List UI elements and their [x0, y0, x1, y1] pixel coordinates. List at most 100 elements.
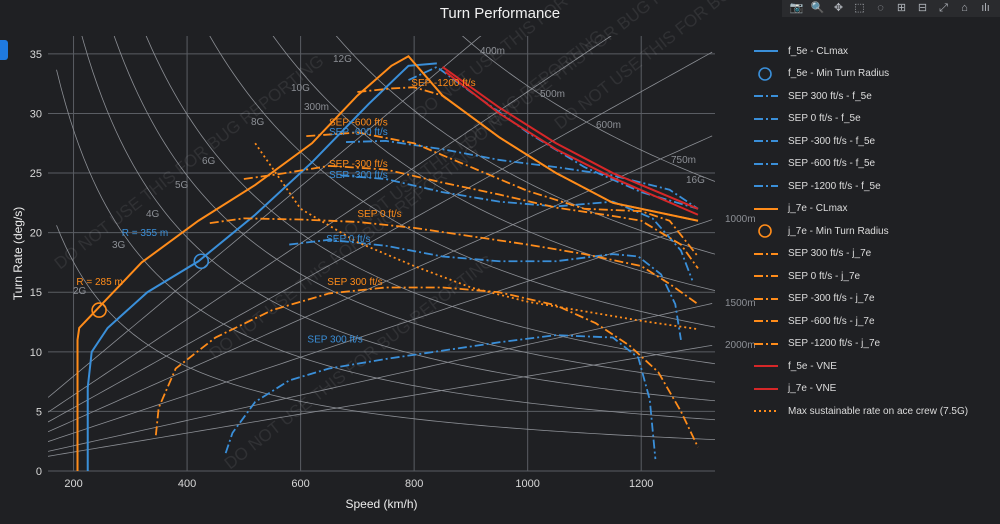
lasso-icon[interactable]: ◌: [877, 2, 884, 14]
plotly-logo-icon[interactable]: ılı: [981, 2, 990, 14]
x-tick-label: 200: [64, 478, 82, 490]
g-curve-label: 10G: [291, 83, 310, 94]
legend-label: SEP -1200 ft/s - f_5e: [788, 180, 881, 192]
radius-line: [48, 344, 713, 457]
series-line: [444, 70, 699, 216]
g-curve-label: 4G: [146, 209, 160, 220]
legend-swatch: [754, 117, 778, 120]
home-icon[interactable]: ⌂: [961, 2, 968, 14]
legend-swatch: [758, 224, 772, 239]
series-annotation: R = 285 m: [76, 277, 122, 288]
series-annotation: SEP 300 ft/s: [307, 334, 362, 345]
series: [76, 54, 699, 471]
autoscale-icon[interactable]: ⤢: [939, 2, 948, 14]
legend-label: SEP 0 ft/s - f_5e: [788, 113, 861, 125]
x-tick-label: 600: [291, 478, 309, 490]
radius-line: [48, 51, 713, 423]
series-annotation: SEP -300 ft/s: [329, 159, 388, 170]
legend-item[interactable]: SEP -600 ft/s - j_7e: [752, 310, 997, 333]
g-load-curve: [81, 36, 715, 402]
legend-swatch: [754, 140, 778, 143]
camera-icon[interactable]: 📷: [789, 2, 804, 14]
y-tick-label: 15: [30, 287, 42, 299]
legend-item[interactable]: SEP 0 ft/s - f_5e: [752, 108, 997, 131]
legend-item[interactable]: SEP 0 ft/s - j_7e: [752, 265, 997, 288]
radius-line: [48, 135, 713, 433]
min-turn-radius-marker: [193, 253, 210, 270]
x-tick-label: 400: [178, 478, 196, 490]
radius-line-label: 300m: [304, 102, 329, 113]
legend-swatch: [754, 50, 778, 53]
radius-line-label: 600m: [596, 120, 621, 131]
legend-item[interactable]: SEP -600 ft/s - f_5e: [752, 153, 997, 176]
legend-item[interactable]: j_7e - CLmax: [752, 198, 997, 221]
series-annotation: SEP -300 ft/s: [329, 170, 388, 181]
radius-line-label: 1500m: [725, 298, 756, 309]
legend-swatch: [754, 365, 778, 368]
series-annotation: SEP -600 ft/s: [329, 127, 388, 138]
sidebar-toggle-tab[interactable]: [0, 40, 8, 60]
legend-item[interactable]: SEP 300 ft/s - f_5e: [752, 85, 997, 108]
series-line: [224, 334, 657, 460]
legend-label: SEP 300 ft/s - f_5e: [788, 90, 872, 102]
legend-swatch: [758, 66, 772, 81]
g-load-curve: [113, 36, 715, 383]
series-line: [154, 286, 699, 448]
series-line: [254, 142, 699, 331]
box-select-icon[interactable]: ⬚: [854, 2, 865, 14]
legend-label: SEP 0 ft/s - j_7e: [788, 270, 861, 282]
legend-item[interactable]: f_5e - Min Turn Radius: [752, 63, 997, 86]
legend-item[interactable]: SEP -1200 ft/s - j_7e: [752, 333, 997, 356]
zoom-icon[interactable]: 🔍: [810, 2, 825, 14]
g-curve-label: 5G: [175, 180, 189, 191]
x-tick-label: 800: [405, 478, 423, 490]
radius-line: [48, 219, 713, 442]
legend-label: j_7e - VNE: [788, 383, 837, 395]
g-curve-label: 2G: [73, 286, 87, 297]
y-tick-label: 5: [36, 406, 42, 418]
radius-line-label: 750m: [671, 155, 696, 166]
legend-item[interactable]: Max sustainable rate on ace crew (7.5G): [752, 400, 997, 423]
radius-line-label: 500m: [540, 89, 565, 100]
legend-item[interactable]: j_7e - VNE: [752, 378, 997, 401]
legend-label: SEP 300 ft/s - j_7e: [788, 248, 872, 260]
legend-swatch: [754, 297, 778, 300]
legend-label: f_5e - CLmax: [788, 45, 849, 57]
zoom-out-icon[interactable]: ⊟: [917, 2, 928, 14]
series-line: [86, 62, 437, 471]
legend-swatch: [754, 95, 778, 98]
zoom-in-icon[interactable]: ⊞: [896, 2, 907, 14]
min-turn-radius-marker: [91, 302, 107, 318]
legend-label: j_7e - Min Turn Radius: [788, 225, 889, 237]
series-line: [243, 164, 699, 269]
radius-line: [48, 303, 713, 452]
legend-label: SEP -300 ft/s - f_5e: [788, 135, 876, 147]
legend-swatch: [754, 207, 778, 210]
legend-label: SEP -1200 ft/s - j_7e: [788, 338, 881, 350]
y-tick-label: 10: [30, 347, 42, 359]
legend-item[interactable]: f_5e - VNE: [752, 355, 997, 378]
y-tick-label: 20: [30, 228, 42, 240]
legend-label: SEP -300 ft/s - j_7e: [788, 293, 875, 305]
g-load-curve: [56, 69, 715, 421]
legend-label: SEP -600 ft/s - f_5e: [788, 158, 876, 170]
x-tick-label: 1000: [515, 478, 539, 490]
series-annotation: SEP 300 ft/s: [327, 277, 382, 288]
pan-icon[interactable]: ✥: [833, 2, 844, 14]
legend-item[interactable]: SEP -300 ft/s - j_7e: [752, 288, 997, 311]
legend-label: Max sustainable rate on ace crew (7.5G): [788, 405, 969, 417]
series-annotation: R = 355 m: [122, 228, 168, 239]
g-curve-label: 6G: [202, 156, 216, 167]
series-line: [441, 66, 699, 210]
y-tick-label: 35: [30, 49, 42, 61]
series-line: [306, 131, 699, 258]
legend-item[interactable]: j_7e - Min Turn Radius: [752, 220, 997, 243]
legend-label: f_5e - Min Turn Radius: [788, 68, 890, 80]
legend-item[interactable]: SEP 300 ft/s - j_7e: [752, 243, 997, 266]
legend-item[interactable]: f_5e - CLmax: [752, 40, 997, 63]
g-load-curve: [272, 36, 715, 291]
y-tick-label: 25: [30, 168, 42, 180]
legend-item[interactable]: SEP -1200 ft/s - f_5e: [752, 175, 997, 198]
legend-item[interactable]: SEP -300 ft/s - f_5e: [752, 130, 997, 153]
